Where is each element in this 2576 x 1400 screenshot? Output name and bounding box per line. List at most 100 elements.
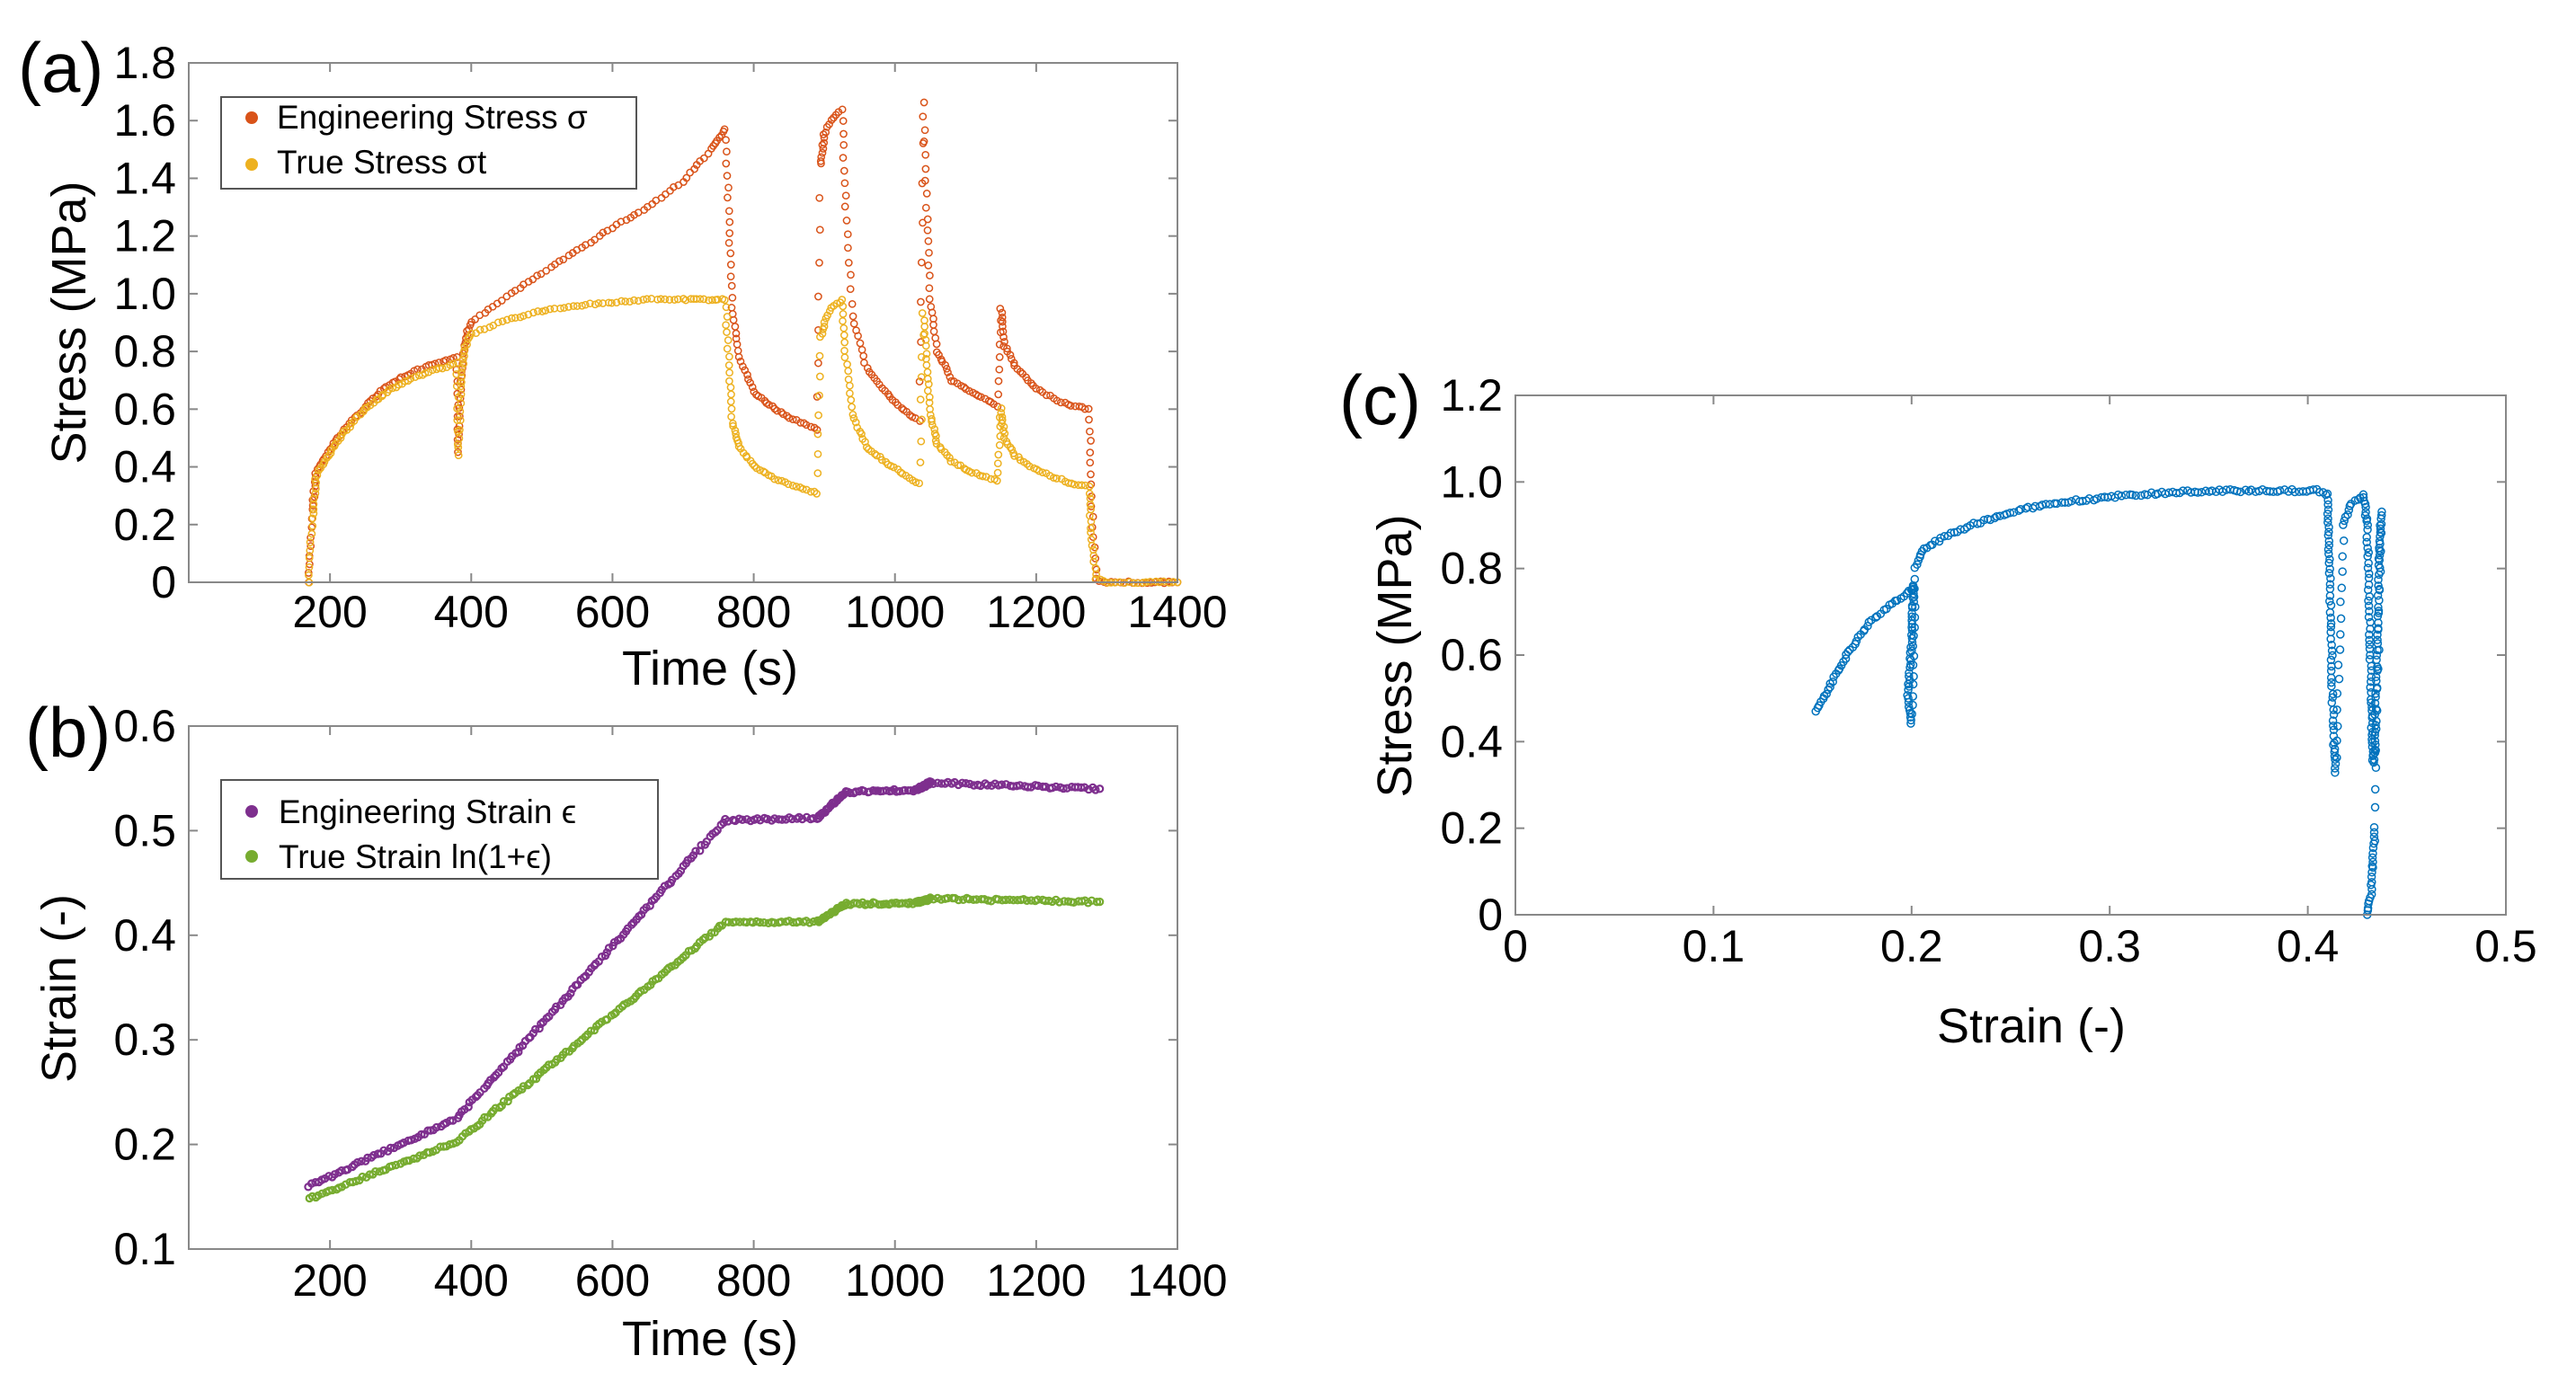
panel-c-label: (c)	[1339, 360, 1421, 439]
data-point	[815, 226, 824, 235]
data-point	[814, 292, 822, 301]
data-point	[815, 391, 823, 400]
data-point	[1909, 672, 1918, 681]
panel-a-ylabel: Stress (MPa)	[42, 181, 96, 464]
data-point	[1085, 490, 1094, 498]
data-point	[759, 467, 768, 476]
data-point	[802, 421, 811, 430]
data-point	[454, 443, 463, 452]
data-point	[514, 1047, 523, 1057]
data-point	[2326, 634, 2335, 643]
data-point	[961, 779, 971, 788]
data-point	[2328, 716, 2338, 725]
data-point	[2362, 533, 2371, 542]
data-point	[797, 814, 807, 824]
data-point	[2178, 486, 2188, 495]
y-tick-label: 1.2	[1440, 370, 1503, 421]
data-point	[1026, 462, 1034, 471]
data-point	[2363, 520, 2373, 530]
data-point	[2323, 514, 2332, 523]
data-point	[2333, 722, 2342, 731]
data-point	[2323, 505, 2333, 515]
data-point	[608, 298, 616, 307]
data-point	[2367, 661, 2376, 670]
data-point	[732, 917, 741, 926]
data-point	[346, 422, 354, 431]
data-point	[2331, 755, 2340, 764]
data-point	[1907, 709, 1916, 719]
data-point	[925, 295, 934, 304]
x-tick-label: 200	[292, 1255, 367, 1306]
data-point	[630, 210, 638, 219]
data-point	[2374, 625, 2383, 634]
data-point	[839, 129, 848, 138]
data-point	[2338, 552, 2347, 561]
data-point	[2371, 692, 2380, 702]
data-point	[2376, 524, 2385, 534]
data-point	[1069, 898, 1079, 908]
data-point	[923, 368, 932, 377]
data-point	[2332, 689, 2342, 698]
data-point	[726, 261, 735, 269]
data-point	[634, 297, 643, 306]
data-point	[457, 377, 465, 385]
data-point	[972, 895, 982, 904]
data-point	[692, 295, 701, 304]
data-point	[1001, 780, 1011, 789]
data-point	[857, 345, 866, 354]
data-point	[1909, 651, 1919, 660]
data-point	[2375, 536, 2385, 546]
data-point	[1008, 896, 1018, 905]
data-point	[848, 411, 857, 419]
panel-c-ylabel: Stress (MPa)	[1368, 514, 1422, 797]
data-point	[612, 298, 621, 307]
data-point	[493, 318, 502, 327]
data-point	[715, 133, 724, 142]
data-point	[581, 300, 590, 309]
data-point	[1864, 617, 1874, 626]
data-point	[2331, 768, 2340, 777]
data-point	[395, 380, 404, 389]
data-point	[456, 407, 465, 416]
data-point	[687, 295, 696, 303]
data-point	[386, 1143, 395, 1153]
data-point	[2367, 853, 2377, 863]
data-point	[2290, 487, 2299, 497]
data-point	[777, 917, 786, 926]
data-point	[2325, 584, 2335, 594]
data-point	[2326, 622, 2336, 632]
data-point	[542, 266, 551, 275]
data-point	[2372, 676, 2381, 686]
y-tick-label: 0	[1478, 890, 1503, 940]
data-point	[995, 365, 1004, 374]
data-point	[919, 218, 927, 227]
data-point	[2327, 678, 2336, 687]
data-point	[2325, 564, 2334, 573]
data-point	[815, 372, 824, 381]
data-point	[2371, 763, 2381, 773]
data-point	[917, 338, 925, 346]
data-point	[982, 473, 990, 481]
data-point	[846, 389, 854, 398]
data-point	[818, 148, 827, 157]
data-point	[2324, 549, 2333, 559]
data-point	[770, 814, 779, 823]
y-tick-label: 0.8	[113, 326, 176, 377]
data-point	[841, 191, 850, 200]
data-point	[998, 317, 1007, 326]
data-point	[873, 451, 881, 460]
y-tick-label: 0	[151, 557, 176, 607]
data-point	[1053, 474, 1061, 483]
data-point	[682, 173, 691, 182]
y-tick-label: 1.0	[113, 269, 176, 319]
y-tick-label: 0.6	[113, 701, 176, 751]
data-point	[2365, 607, 2374, 616]
data-point	[604, 298, 613, 307]
x-tick-label: 800	[716, 1255, 791, 1306]
data-point	[391, 1160, 401, 1170]
data-point	[917, 437, 926, 446]
x-tick-label: 1000	[845, 587, 945, 637]
panel-a-legend-box	[220, 96, 637, 190]
data-point	[2367, 698, 2376, 707]
x-tick-label: 1400	[1127, 1255, 1227, 1306]
